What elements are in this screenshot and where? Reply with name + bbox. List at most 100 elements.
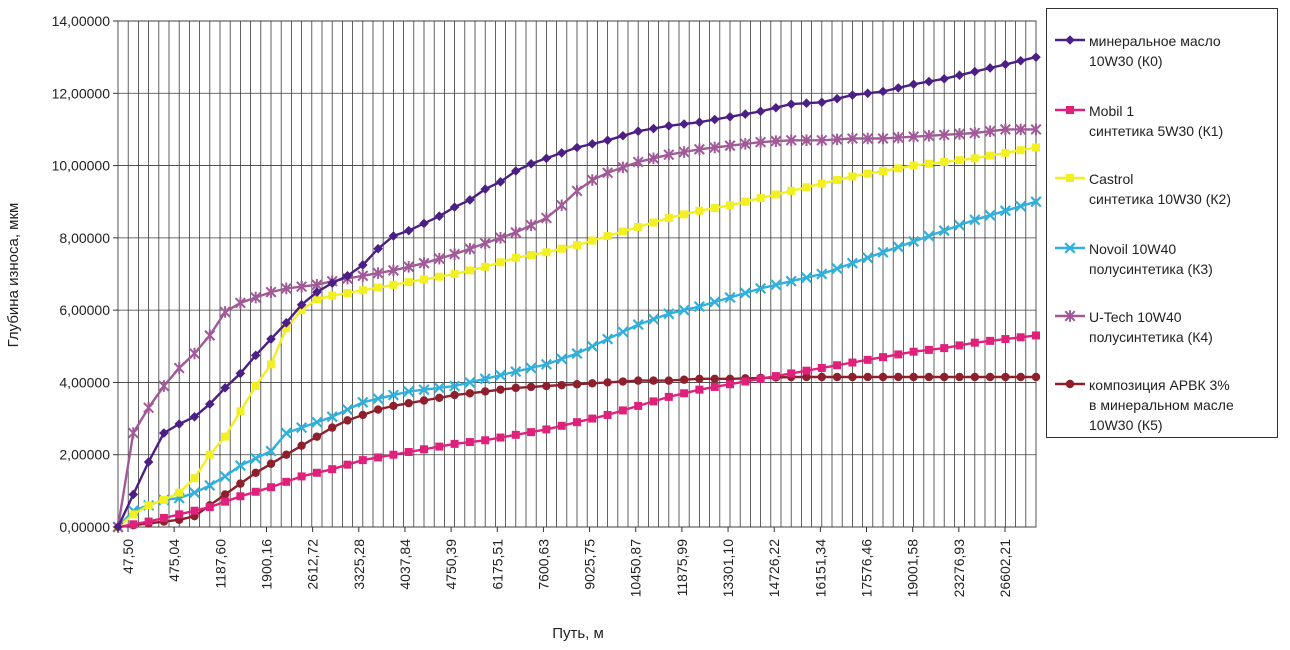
x-tick-label: 2612,72 — [305, 539, 321, 590]
data-point-k2 — [695, 206, 704, 215]
data-point-k3 — [586, 340, 598, 352]
data-point-k4 — [296, 280, 308, 293]
data-point-k1 — [649, 397, 658, 406]
data-point-k4 — [739, 138, 751, 150]
x-tick-label: 10450,87 — [628, 539, 644, 598]
data-point-k2 — [527, 251, 536, 260]
data-point-k4 — [494, 232, 507, 244]
data-point-k1 — [511, 430, 520, 439]
data-point-k0 — [970, 66, 980, 77]
data-point-k1 — [542, 425, 551, 434]
data-point-k2 — [511, 253, 520, 262]
data-point-k2 — [726, 201, 734, 210]
data-point-k1 — [190, 506, 199, 515]
data-point-k4 — [387, 264, 399, 277]
data-point-k3 — [938, 225, 950, 237]
y-tick-label: 4,00000 — [59, 374, 110, 390]
data-point-k2 — [909, 161, 918, 170]
x-tick-label: 13301,10 — [720, 539, 736, 598]
data-point-k4 — [1015, 123, 1027, 136]
series-k3 — [112, 196, 1042, 533]
data-point-k3 — [617, 326, 629, 338]
data-point-k3 — [387, 389, 399, 401]
data-point-k1 — [771, 372, 780, 381]
data-point-k3 — [204, 479, 216, 492]
x-tick-label: 1187,60 — [212, 539, 228, 589]
data-point-k4 — [617, 161, 629, 174]
data-point-k0 — [740, 109, 751, 119]
legend-symbol — [1066, 174, 1074, 182]
data-point-k1 — [833, 361, 842, 370]
data-point-k5 — [940, 372, 949, 382]
data-point-k4 — [877, 132, 889, 145]
data-point-k2 — [542, 248, 551, 257]
data-point-k1 — [695, 385, 704, 394]
data-point-k2 — [159, 495, 168, 504]
data-point-k1 — [129, 520, 138, 529]
data-point-k2 — [312, 295, 321, 304]
data-point-k0 — [174, 419, 184, 429]
data-point-k2 — [894, 164, 903, 173]
legend-marker-k0 — [1055, 35, 1085, 45]
data-point-k4 — [770, 135, 782, 147]
data-point-k0 — [296, 299, 307, 310]
data-point-k4 — [464, 242, 476, 255]
data-point-k3 — [877, 246, 889, 258]
data-point-k3 — [311, 416, 323, 428]
data-point-k0 — [694, 117, 705, 127]
data-point-k2 — [771, 190, 780, 199]
data-point-k2 — [175, 488, 184, 497]
data-point-k2 — [129, 510, 138, 519]
data-point-k1 — [557, 421, 566, 430]
data-point-k2 — [267, 360, 275, 369]
data-point-k4 — [969, 127, 981, 139]
data-point-k2 — [221, 432, 230, 441]
data-point-k1 — [389, 450, 398, 459]
data-point-k4 — [540, 212, 552, 224]
data-point-k4 — [908, 130, 920, 143]
y-tick-label: 14,00000 — [52, 13, 111, 29]
data-point-k2 — [481, 262, 490, 271]
data-point-k5 — [817, 372, 826, 382]
data-point-k2 — [787, 186, 796, 195]
data-point-k0 — [939, 74, 949, 84]
data-point-k4 — [709, 141, 721, 154]
data-point-k1 — [144, 517, 153, 526]
x-tick-label: 19001,58 — [905, 539, 921, 598]
data-point-k0 — [541, 153, 552, 164]
data-point-k4 — [219, 306, 231, 318]
data-point-k2 — [940, 157, 949, 166]
data-point-k1 — [603, 410, 612, 419]
data-point-k5 — [465, 389, 475, 398]
data-point-k1 — [726, 380, 734, 389]
data-point-k2 — [205, 450, 214, 459]
data-point-k5 — [481, 387, 490, 396]
legend-label-k1: Mobil 1 синтетика 5W30 (К1) — [1089, 103, 1224, 139]
x-tick-label: 47,50 — [120, 539, 136, 574]
x-tick-label: 1900,16 — [258, 539, 274, 590]
data-point-k2 — [1032, 143, 1040, 152]
data-point-k3 — [280, 427, 292, 439]
data-point-k3 — [862, 252, 874, 264]
data-point-k2 — [848, 172, 857, 181]
data-point-k0 — [572, 142, 582, 153]
data-point-k2 — [435, 272, 444, 281]
data-point-k4 — [693, 143, 705, 156]
data-point-k0 — [1000, 59, 1011, 70]
data-point-k2 — [420, 275, 428, 284]
data-point-k5 — [572, 380, 582, 389]
data-point-k1 — [328, 465, 337, 474]
x-tick-label: 3325,28 — [351, 539, 367, 590]
data-point-k3 — [908, 235, 920, 248]
data-point-k5 — [1016, 372, 1025, 382]
data-point-k3 — [1030, 196, 1042, 208]
data-point-k5 — [236, 479, 245, 488]
data-point-k1 — [1001, 335, 1010, 344]
data-point-k3 — [647, 313, 660, 325]
data-point-k3 — [816, 268, 828, 280]
data-point-k1 — [251, 487, 260, 496]
data-point-k1 — [450, 439, 459, 448]
data-point-k4 — [831, 133, 843, 146]
data-point-k5 — [526, 382, 536, 392]
